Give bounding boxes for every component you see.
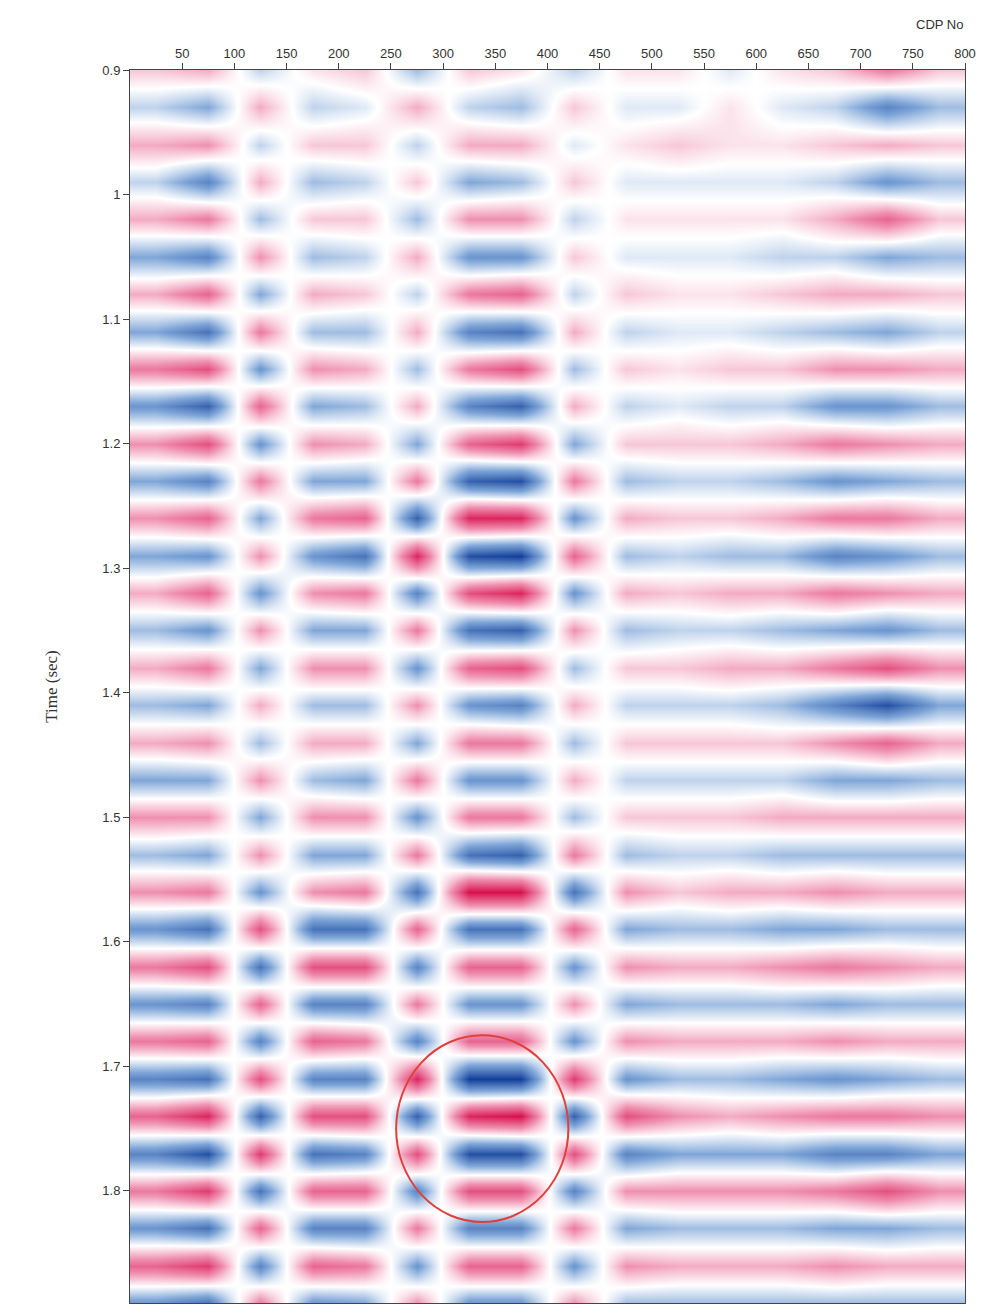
svg-text:1.3: 1.3 — [102, 561, 120, 576]
svg-text:750: 750 — [902, 46, 924, 61]
svg-text:1.4: 1.4 — [102, 685, 120, 700]
svg-text:1.8: 1.8 — [102, 1183, 120, 1198]
svg-text:CDP No: CDP No — [916, 17, 963, 32]
svg-text:1.1: 1.1 — [102, 312, 120, 327]
svg-text:1.5: 1.5 — [102, 810, 120, 825]
svg-text:650: 650 — [798, 46, 820, 61]
svg-text:700: 700 — [850, 46, 872, 61]
svg-text:50: 50 — [175, 46, 189, 61]
svg-text:500: 500 — [641, 46, 663, 61]
svg-text:250: 250 — [380, 46, 402, 61]
svg-text:550: 550 — [693, 46, 715, 61]
svg-text:1.6: 1.6 — [102, 934, 120, 949]
svg-text:150: 150 — [276, 46, 298, 61]
svg-text:450: 450 — [589, 46, 611, 61]
svg-text:300: 300 — [432, 46, 454, 61]
svg-text:1.7: 1.7 — [102, 1059, 120, 1074]
svg-text:200: 200 — [328, 46, 350, 61]
svg-text:800: 800 — [954, 46, 976, 61]
svg-text:600: 600 — [745, 46, 767, 61]
svg-text:Time (sec): Time (sec) — [42, 650, 61, 723]
svg-text:100: 100 — [224, 46, 246, 61]
svg-text:400: 400 — [537, 46, 559, 61]
svg-text:1.2: 1.2 — [102, 436, 120, 451]
svg-text:350: 350 — [484, 46, 506, 61]
svg-text:0.9: 0.9 — [102, 63, 120, 78]
svg-text:1: 1 — [113, 187, 120, 202]
